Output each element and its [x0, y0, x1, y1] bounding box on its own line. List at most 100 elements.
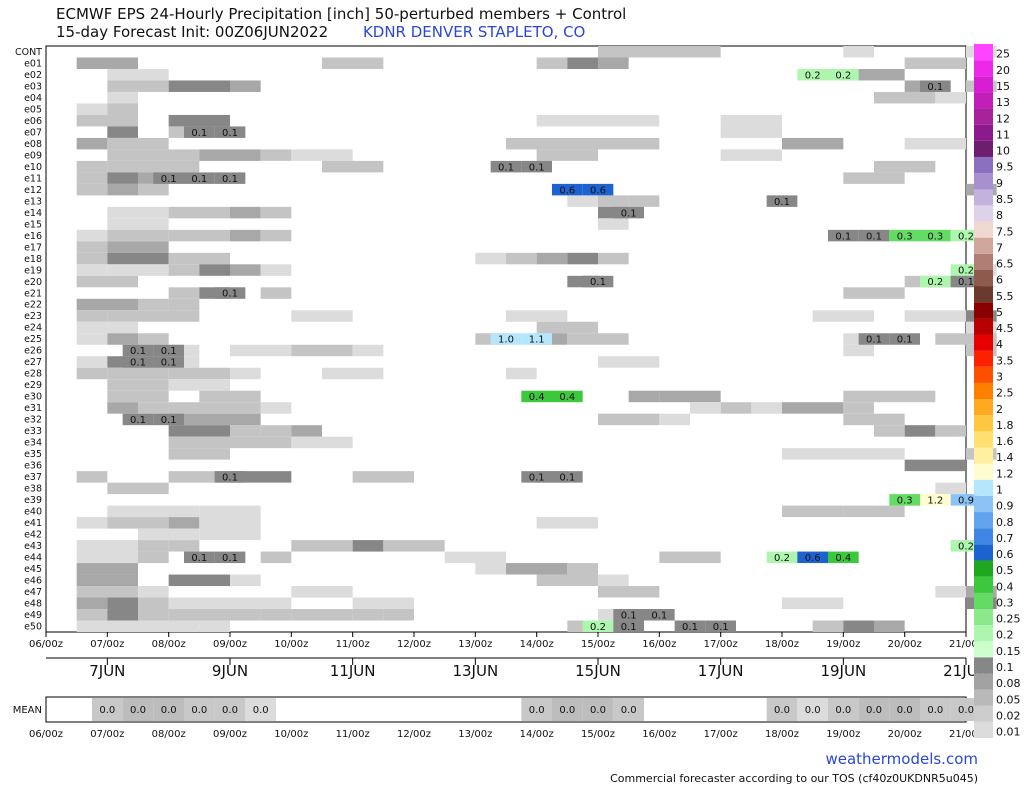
- grey-cell: [291, 310, 353, 322]
- member-label-e25: e25: [24, 334, 42, 345]
- grey-cell: [598, 586, 660, 598]
- grey-cell: [107, 126, 138, 138]
- colorbar-swatch: [974, 334, 993, 351]
- grey-cell: [76, 574, 138, 587]
- grey-cell: [475, 252, 506, 265]
- colorbar-label: 20: [996, 64, 1010, 77]
- colorbar-label: 2.5: [996, 387, 1014, 400]
- grey-cell: [76, 586, 138, 598]
- value-label: 0.1: [191, 174, 207, 185]
- grey-cell: [904, 425, 936, 437]
- value-cell: [920, 80, 951, 92]
- grey-cell: [782, 505, 844, 518]
- grey-cell: [291, 436, 353, 449]
- mean-value: 0.0: [805, 705, 821, 716]
- x-tick-label: 12/00z: [397, 639, 431, 650]
- colorbar-swatch: [974, 366, 993, 383]
- grey-cell: [168, 402, 261, 414]
- grey-cell: [904, 459, 966, 472]
- value-label: 0.1: [161, 358, 177, 369]
- mean-value: 0.0: [835, 705, 851, 716]
- value-label: 0.1: [161, 174, 177, 185]
- value-label: 0.2: [590, 622, 606, 633]
- grey-cell: [138, 367, 169, 380]
- value-cell: [920, 275, 951, 288]
- colorbar-label: 5: [996, 306, 1003, 319]
- mean-cell: [920, 698, 951, 721]
- grey-cell: [843, 413, 905, 426]
- member-label-e11: e11: [24, 173, 42, 184]
- value-label: 0.1: [774, 197, 790, 208]
- grey-cell: [76, 275, 138, 288]
- value-label: 0.1: [222, 289, 238, 300]
- value-cell: [705, 620, 736, 632]
- value-label: 0.1: [590, 277, 606, 288]
- value-label: 0.1: [130, 358, 146, 369]
- colorbar-swatch: [974, 576, 993, 593]
- grey-cell: [935, 425, 966, 437]
- colorbar-swatch: [974, 463, 993, 480]
- grey-cell: [352, 597, 414, 610]
- value-cell: [184, 126, 215, 138]
- member-label-e38: e38: [24, 484, 42, 495]
- member-label-e16: e16: [24, 231, 42, 242]
- member-label-e03: e03: [24, 81, 42, 92]
- member-label-e23: e23: [24, 311, 42, 322]
- colorbar-swatch: [974, 479, 993, 496]
- mean-cell: [797, 698, 828, 721]
- member-label-e04: e04: [24, 93, 42, 104]
- value-cell: [613, 609, 644, 621]
- grey-cell: [260, 206, 292, 219]
- grey-cell: [168, 425, 230, 437]
- mean-x-tick-label: 08/00z: [152, 729, 186, 740]
- colorbar-swatch: [974, 76, 993, 93]
- grey-cell: [230, 229, 261, 242]
- grey-cell: [935, 482, 966, 495]
- colorbar-label: 1: [996, 483, 1003, 496]
- member-label-e07: e07: [24, 127, 42, 138]
- grey-cell: [76, 241, 108, 253]
- grey-cell: [567, 620, 598, 632]
- colorbar-label: 9: [996, 177, 1003, 190]
- day-label-17JUN: 17JUN: [698, 662, 744, 680]
- grey-cell: [76, 563, 138, 575]
- grey-cell: [107, 264, 169, 276]
- grey-cell: [260, 149, 292, 161]
- member-label-e17: e17: [24, 242, 42, 253]
- member-label-e05: e05: [24, 104, 42, 115]
- grey-cell: [76, 333, 108, 345]
- day-label-9JUN: 9JUN: [212, 662, 248, 680]
- grey-cell: [168, 229, 230, 242]
- colorbar-swatch: [974, 592, 993, 609]
- grey-cell: [475, 563, 506, 575]
- grey-cell: [782, 597, 844, 610]
- x-tick-label: 10/00z: [274, 639, 308, 650]
- mean-value: 0.0: [774, 705, 790, 716]
- grey-cell: [168, 448, 230, 460]
- grey-cell: [904, 137, 966, 150]
- grey-cell: [138, 586, 169, 598]
- value-label: 0.1: [161, 346, 177, 357]
- site-link[interactable]: weathermodels.com: [825, 750, 978, 768]
- grey-cell: [107, 379, 169, 391]
- mean-label: MEAN: [13, 705, 42, 716]
- grey-cell: [874, 390, 936, 403]
- grey-cell: [567, 563, 598, 575]
- mean-x-tick-label: 17/00z: [704, 729, 738, 740]
- x-tick-label: 11/00z: [336, 639, 370, 650]
- value-cell: [490, 160, 522, 173]
- mean-value: 0.0: [130, 705, 146, 716]
- colorbar-swatch: [974, 189, 993, 206]
- grey-cell: [782, 402, 844, 414]
- mean-value: 0.0: [99, 705, 115, 716]
- colorbar-swatch: [974, 399, 993, 416]
- grey-cell: [260, 402, 292, 414]
- member-label-e34: e34: [24, 438, 42, 449]
- colorbar-swatch: [974, 237, 993, 254]
- mean-cell: [582, 698, 614, 721]
- mean-x-tick-label: 09/00z: [213, 729, 247, 740]
- value-label: 0.1: [161, 415, 177, 426]
- colorbar-swatch: [974, 528, 993, 545]
- x-tick-label: 17/00z: [704, 639, 738, 650]
